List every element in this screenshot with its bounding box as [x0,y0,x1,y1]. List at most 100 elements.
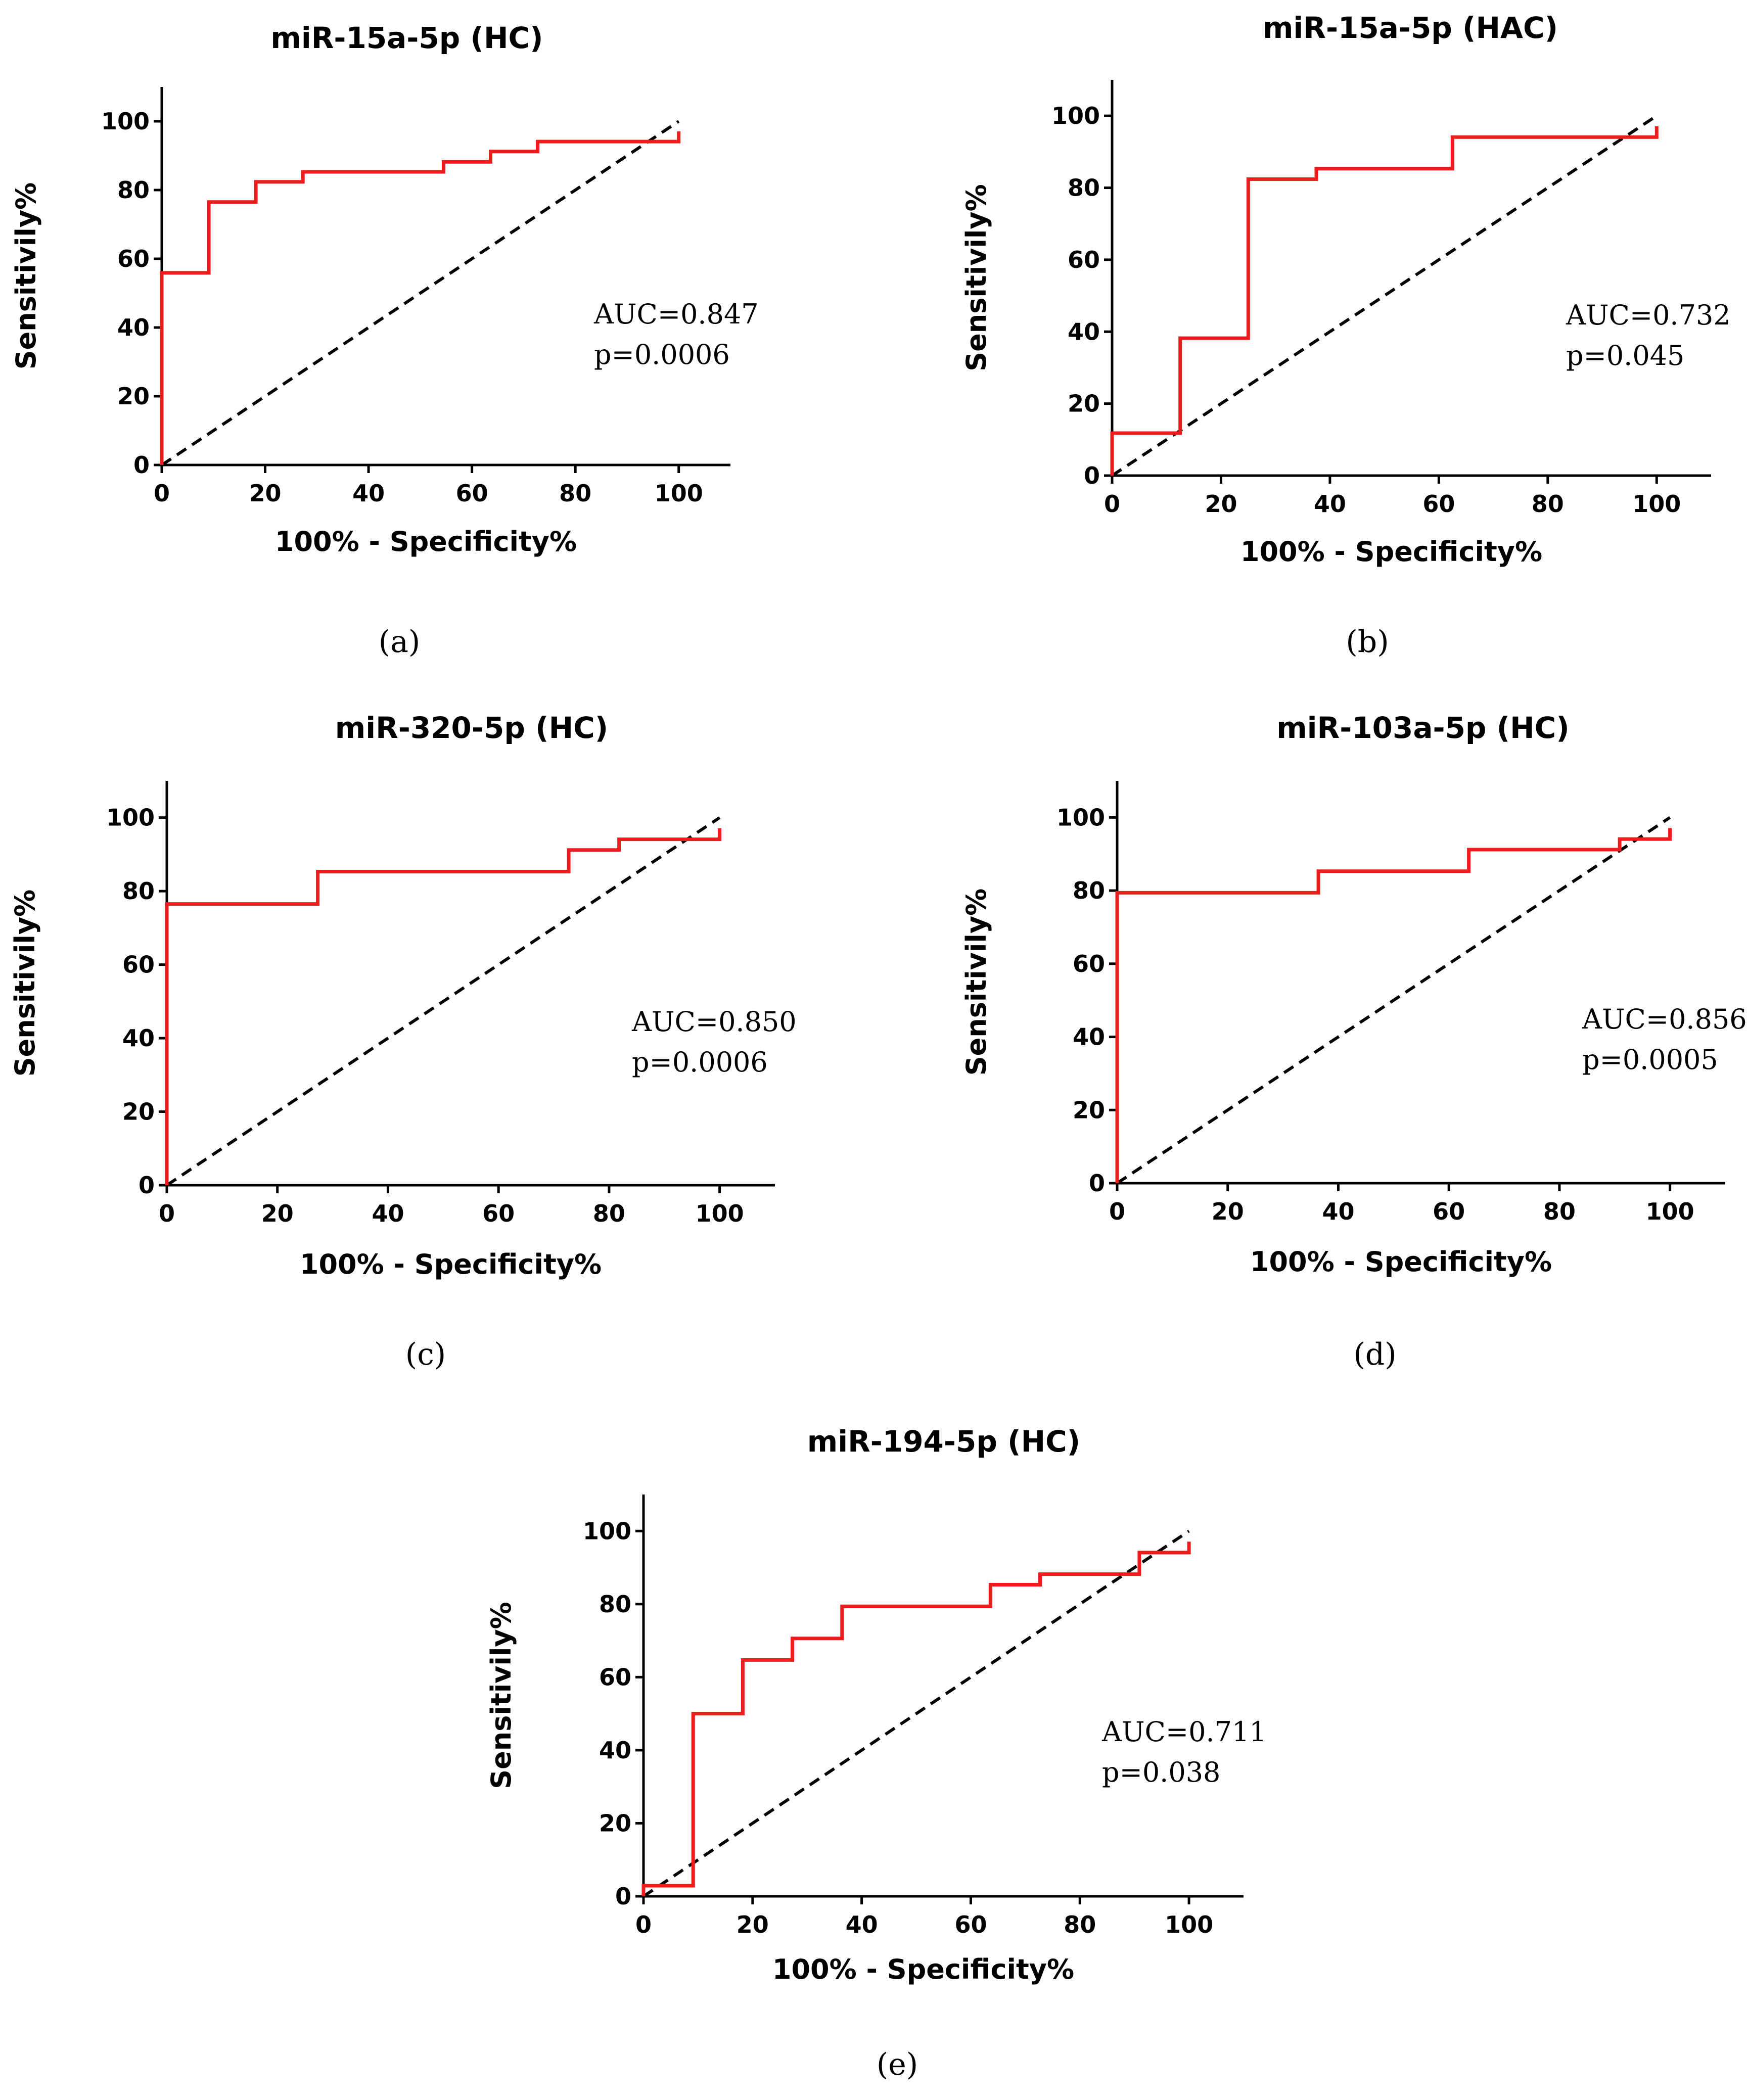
x-axis-label: 100% - Specificity% [275,526,577,557]
p-value-annotation: p=0.0006 [594,339,730,370]
x-tick-label: 20 [249,480,282,507]
panel-label: (e) [877,2047,918,2082]
roc-curve [160,131,681,465]
panel-label: (c) [405,1337,446,1372]
y-tick-label: 0 [1089,1170,1105,1197]
p-value-annotation: p=0.0006 [632,1046,768,1078]
x-tick-label: 100 [1632,490,1681,518]
y-tick-label: 100 [106,804,155,831]
y-tick-label: 40 [1068,318,1100,345]
roc-curve [1110,126,1659,476]
x-tick-label: 80 [559,480,591,507]
x-tick-label: 60 [1433,1198,1465,1225]
y-tick-label: 100 [101,108,150,135]
y-tick-label: 20 [117,383,150,410]
auc-annotation: AUC=0.850 [631,1006,797,1038]
x-tick-label: 0 [1104,490,1120,518]
x-tick-label: 100 [1165,1911,1213,1938]
y-tick-label: 20 [1073,1096,1105,1124]
chart-title: miR-15a-5p (HAC) [1263,11,1558,45]
chart-panel-a: miR-15a-5p (HC) 0 20 40 60 80 100 0 20 40 60 80 100 1… [10,21,759,660]
chart-panel-b: miR-15a-5p (HAC) 0 20 40 60 80 100 0 20 40 60 80 100… [960,11,1731,660]
x-axis-label: 100% - Specificity% [1250,1246,1552,1278]
panel-label: (d) [1353,1337,1396,1372]
x-tick-label: 100 [696,1200,744,1227]
y-tick-label: 80 [599,1591,631,1618]
auc-annotation: AUC=0.856 [1582,1003,1747,1035]
x-tick-label: 20 [1205,490,1237,518]
x-tick-label: 60 [482,1200,515,1227]
x-axis-label: 100% - Specificity% [300,1248,602,1280]
y-tick-label: 40 [122,1024,155,1052]
y-tick-label: 60 [122,951,155,978]
y-tick-label: 0 [139,1172,155,1199]
y-axis-label: Sensitivily% [960,184,992,371]
x-tick-label: 40 [372,1200,404,1227]
x-tick-label: 80 [1064,1911,1096,1938]
chart-panel-d: miR-103a-5p (HC) 0 20 40 60 80 100 0 20 40 60 80 100… [960,711,1747,1372]
x-tick-label: 40 [1314,490,1346,518]
roc-curve [165,828,722,1185]
x-tick-label: 100 [655,480,703,507]
x-tick-label: 60 [456,480,488,507]
roc-curve [1115,828,1672,1183]
panel-label: (a) [379,624,421,660]
x-tick-label: 20 [1212,1198,1244,1225]
x-tick-label: 40 [846,1911,878,1938]
panel-label: (b) [1346,624,1389,660]
y-tick-label: 60 [599,1663,631,1691]
y-tick-label: 20 [122,1098,155,1126]
y-tick-label: 80 [122,877,155,905]
y-axis-label: Sensitivily% [9,890,41,1077]
x-tick-label: 100 [1646,1198,1694,1225]
y-tick-label: 0 [615,1883,631,1910]
reference-diagonal-line [642,1529,1190,1898]
chart-panel-c: miR-320-5p (HC) 0 20 40 60 80 100 0 20 40 60 80 100 1… [9,711,797,1372]
x-tick-label: 60 [1422,490,1455,518]
x-tick-label: 0 [159,1200,175,1227]
y-tick-label: 40 [1073,1023,1105,1051]
chart-title: miR-194-5p (HC) [807,1424,1080,1459]
y-tick-label: 40 [117,314,150,341]
y-axis-label: Sensitivily% [485,1602,517,1789]
x-tick-label: 60 [954,1911,987,1938]
x-axis-label: 100% - Specificity% [772,1953,1074,1985]
y-tick-label: 20 [1068,390,1100,417]
x-tick-label: 20 [737,1911,769,1938]
y-tick-label: 100 [583,1517,631,1545]
chart-panel-e: miR-194-5p (HC) 0 20 40 60 80 100 0 20 40 60 80 100 1… [485,1424,1267,2082]
y-tick-label: 100 [1051,102,1100,129]
x-tick-label: 0 [1109,1198,1125,1225]
x-tick-label: 0 [635,1911,652,1938]
y-tick-label: 40 [599,1737,631,1764]
y-tick-label: 0 [1084,462,1100,489]
p-value-annotation: p=0.0005 [1582,1044,1718,1076]
chart-title: miR-320-5p (HC) [335,711,608,745]
chart-title: miR-103a-5p (HC) [1276,711,1570,745]
y-tick-label: 60 [1073,950,1105,977]
y-tick-label: 60 [117,245,150,272]
y-axis-label: Sensitivily% [960,889,992,1076]
reference-diagonal-line [166,816,721,1187]
x-axis-label: 100% - Specificity% [1240,536,1542,568]
auc-annotation: AUC=0.732 [1566,299,1731,331]
x-tick-label: 20 [261,1200,294,1227]
y-tick-label: 80 [117,176,150,204]
auc-annotation: AUC=0.847 [593,298,759,330]
x-tick-label: 80 [1532,490,1564,518]
auc-annotation: AUC=0.711 [1101,1716,1267,1748]
x-tick-label: 80 [593,1200,625,1227]
y-tick-label: 80 [1068,174,1100,202]
reference-diagonal-line [1116,816,1671,1185]
y-tick-label: 60 [1068,246,1100,273]
y-tick-label: 20 [599,1809,631,1837]
x-tick-label: 80 [1543,1198,1576,1225]
x-tick-label: 40 [352,480,385,507]
y-axis-label: Sensitivily% [10,182,42,369]
y-tick-label: 0 [133,451,150,479]
x-tick-label: 40 [1322,1198,1354,1225]
p-value-annotation: p=0.038 [1102,1756,1220,1788]
chart-title: miR-15a-5p (HC) [270,21,543,55]
